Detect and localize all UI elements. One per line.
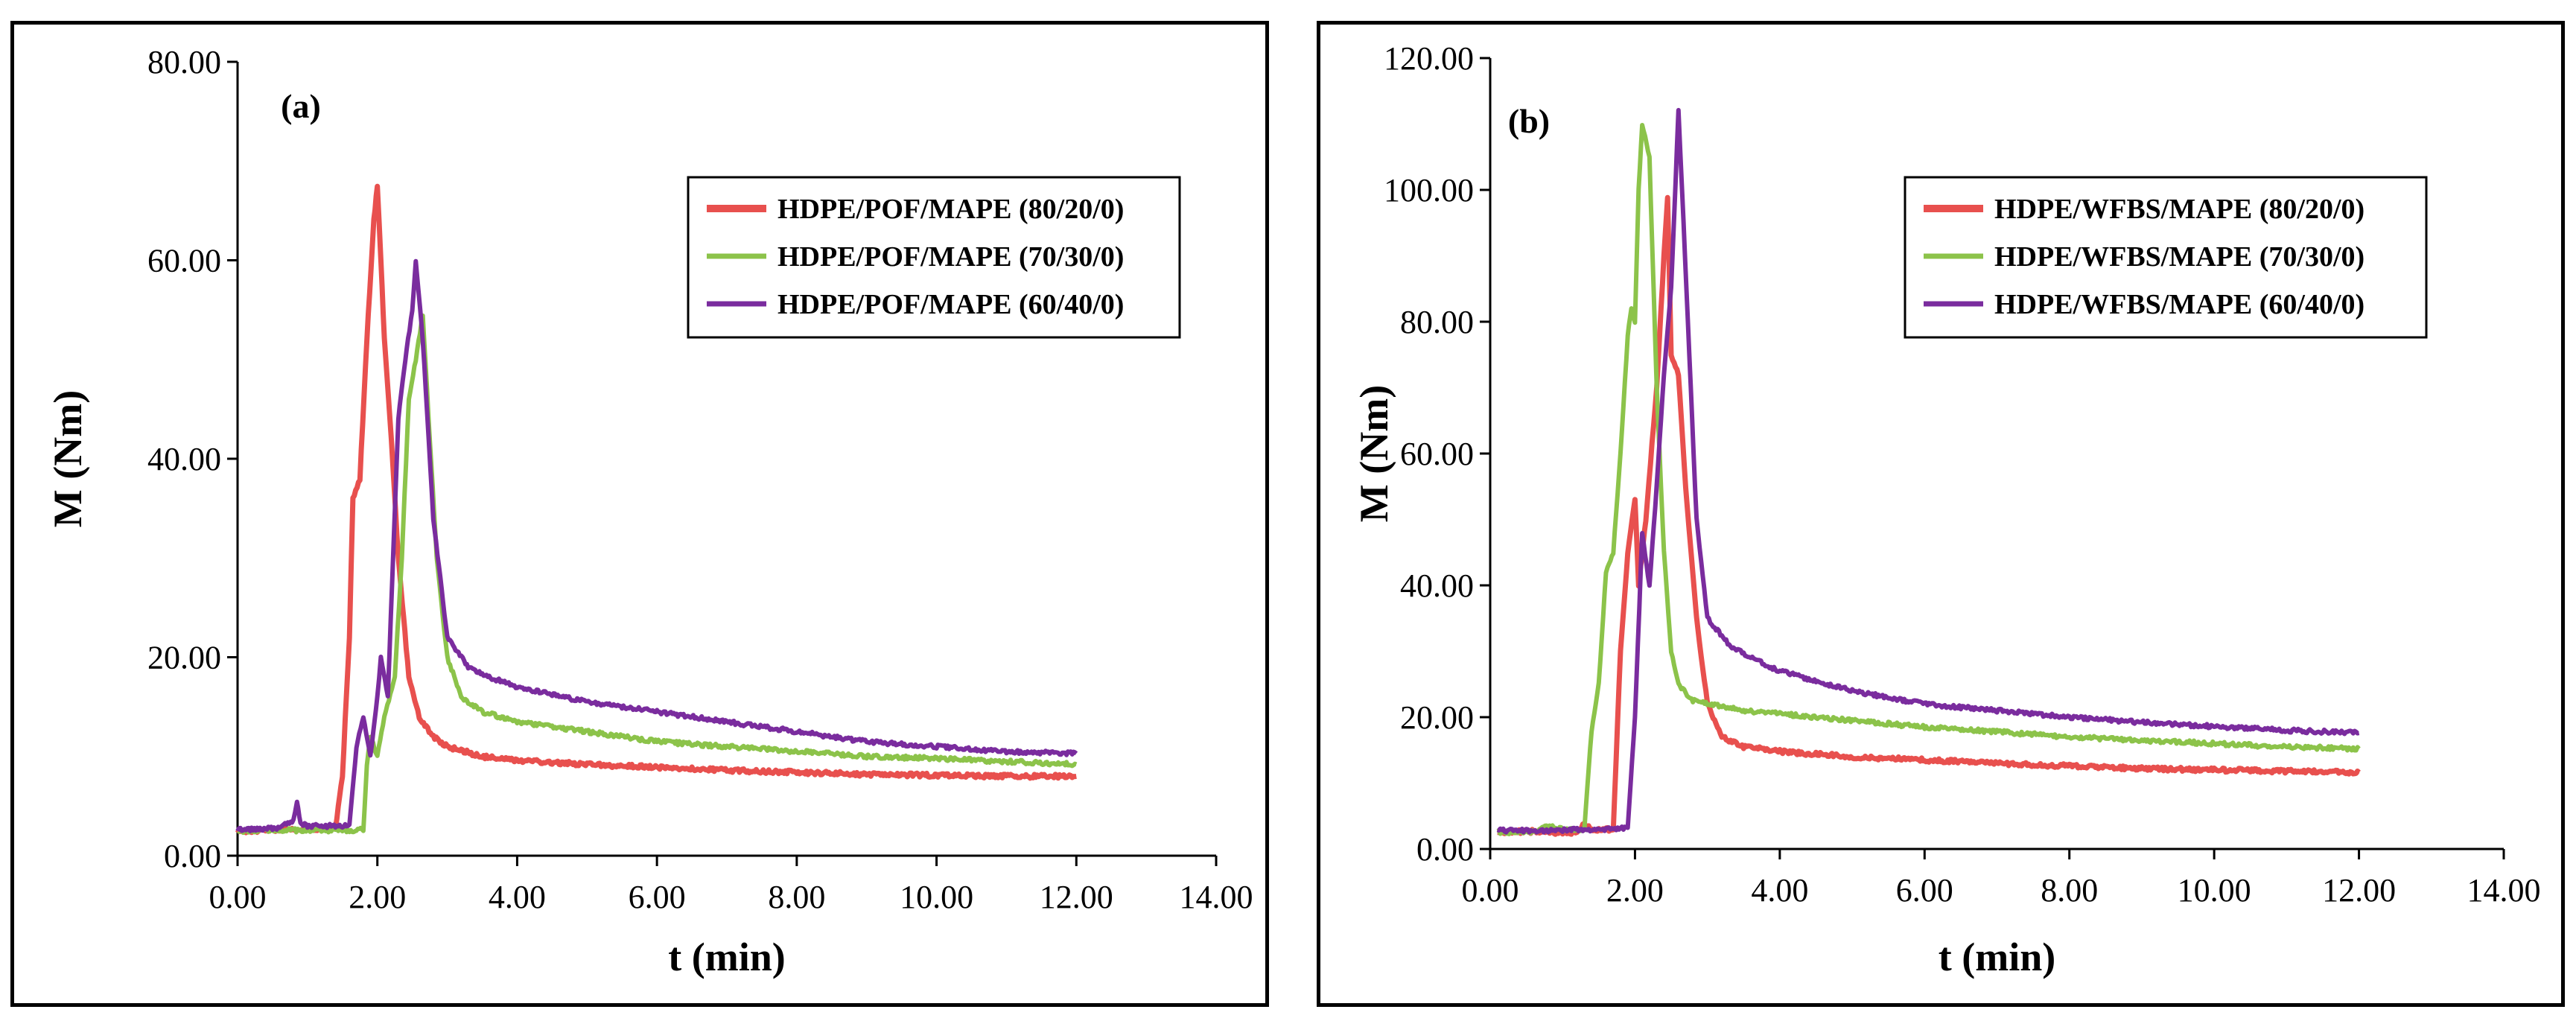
x-tick-label: 8.00 (2041, 872, 2098, 909)
series-line-2 (1496, 123, 2361, 836)
series-line-3 (235, 258, 1078, 833)
chart-a-svg: 0.00 20.00 40.00 60.00 80.00 0.00 2.00 4.00 6.00… (45, 44, 1253, 979)
y-tick-label: 0.00 (1416, 831, 1474, 868)
legend-entry-label: HDPE/WFBS/MAPE (60/40/0) (1994, 289, 2364, 320)
x-tick-label: 6.00 (1896, 872, 1953, 909)
legend-entry-label: HDPE/POF/MAPE (70/30/0) (777, 241, 1124, 273)
x-tick-label: 0.00 (209, 879, 267, 915)
x-axis-title: t (min) (1939, 935, 2055, 979)
x-tick-label: 10.00 (2178, 872, 2251, 909)
x-tick-label: 4.00 (1751, 872, 1808, 909)
x-tick-label: 2.00 (1606, 872, 1664, 909)
x-tick-label: 8.00 (768, 879, 825, 915)
x-tick-label: 4.00 (489, 879, 546, 915)
y-tick-label: 20.00 (147, 640, 221, 676)
x-tick-label: 14.00 (1180, 879, 1253, 915)
y-tick-label: 80.00 (1400, 304, 1474, 340)
x-tick-label: 12.00 (1040, 879, 1113, 915)
y-tick-label: 60.00 (1400, 436, 1474, 472)
y-tick-label: 0.00 (164, 838, 221, 874)
legend-entry-label: HDPE/POF/MAPE (60/40/0) (777, 289, 1124, 320)
legend-box (687, 176, 1181, 339)
legend-entry-label: HDPE/WFBS/MAPE (80/20/0) (1994, 194, 2364, 225)
legend-box (1904, 176, 2428, 339)
panel-label: (a) (281, 87, 321, 125)
x-tick-label: 6.00 (629, 879, 686, 915)
chart-panel-b: 0.00 20.00 40.00 60.00 80.00 100.00 120.00 0.00… (1317, 21, 2565, 1007)
panel-label: (b) (1508, 102, 1550, 140)
y-axis-title: M (Nm) (1352, 385, 1396, 522)
y-tick-label: 120.00 (1384, 40, 1474, 77)
y-tick-label: 60.00 (147, 243, 221, 279)
y-tick-label: 40.00 (147, 441, 221, 477)
series-line-2 (236, 313, 1078, 836)
x-tick-label: 2.00 (349, 879, 406, 915)
x-tick-label: 12.00 (2322, 872, 2396, 909)
chart-panel-a: 0.00 20.00 40.00 60.00 80.00 0.00 2.00 4.00 6.00… (10, 21, 1269, 1007)
legend-entry-label: HDPE/WFBS/MAPE (70/30/0) (1994, 241, 2364, 273)
chart-b-svg: 0.00 20.00 40.00 60.00 80.00 100.00 120.00 0.00… (1352, 40, 2541, 979)
y-axis-title: M (Nm) (45, 390, 90, 527)
x-tick-label: 0.00 (1462, 872, 1519, 909)
x-tick-label: 10.00 (900, 879, 973, 915)
legend-entry-label: HDPE/POF/MAPE (80/20/0) (777, 194, 1124, 225)
y-tick-label: 80.00 (147, 44, 221, 80)
y-tick-label: 100.00 (1384, 172, 1474, 209)
y-tick-label: 40.00 (1400, 567, 1474, 604)
series-line-3 (1496, 107, 2360, 835)
x-tick-label: 14.00 (2467, 872, 2541, 909)
series-line-1 (235, 183, 1078, 836)
y-tick-label: 20.00 (1400, 699, 1474, 736)
x-axis-title: t (min) (668, 935, 785, 979)
